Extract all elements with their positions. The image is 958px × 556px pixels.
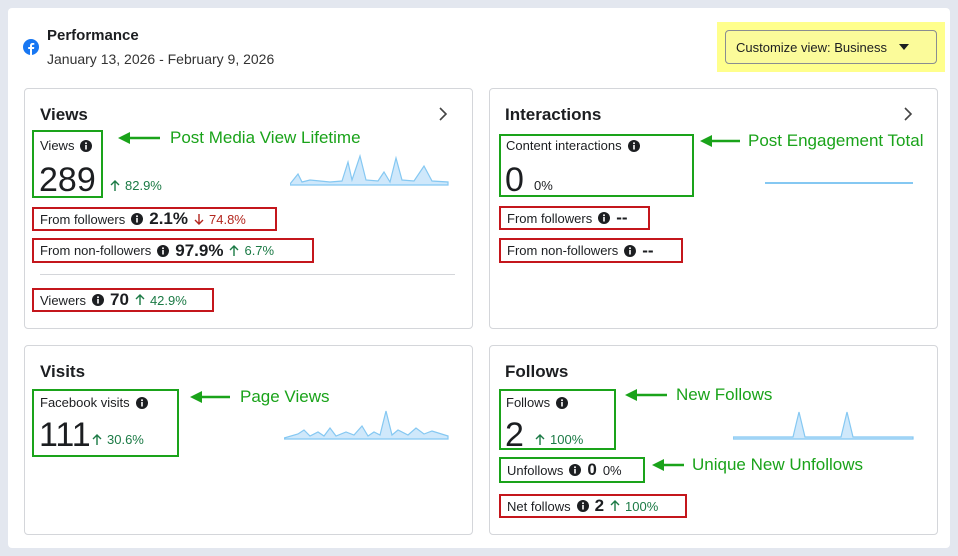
sparkline	[733, 411, 914, 440]
row-value: --	[642, 240, 654, 260]
metric-row: From non-followers 97.9% 6.7%	[32, 238, 314, 263]
sparkline	[765, 182, 913, 184]
caret	[899, 44, 909, 50]
info-icon[interactable]	[628, 140, 640, 152]
row-label: From followers	[507, 210, 593, 226]
info-icon[interactable]	[624, 245, 636, 257]
change-text: 82.9%	[125, 178, 162, 193]
row-value: --	[616, 208, 628, 227]
date-range: January 13, 2026 - February 9, 2026	[47, 51, 275, 67]
chevron[interactable]	[903, 106, 913, 122]
metric-row: From followers --	[499, 206, 650, 230]
highlight-box	[499, 134, 694, 197]
card-title: Interactions	[505, 105, 602, 124]
visits-card	[24, 345, 473, 535]
metric-label-row: Follows	[500, 395, 574, 410]
metric-value: 111	[39, 416, 91, 454]
row-value: 0	[587, 460, 597, 479]
down-arrow	[194, 213, 204, 225]
info-icon[interactable]	[569, 464, 581, 476]
card-title: Visits	[40, 362, 86, 381]
change-text: 74.8%	[209, 211, 246, 227]
metric-value: 0	[505, 161, 524, 199]
customize-button[interactable]: Customize view: Business	[725, 30, 937, 64]
row-label: From non-followers	[507, 243, 619, 258]
metric-change: 82.9%	[110, 178, 162, 193]
info-icon[interactable]	[136, 397, 148, 409]
annotation: Post Engagement Total	[748, 131, 924, 150]
annotation: Unique New Unfollows	[692, 455, 864, 474]
row-label: Viewers	[40, 292, 87, 308]
info-icon[interactable]	[577, 500, 589, 512]
up-arrow	[92, 434, 102, 446]
metric-row: Viewers 70 42.9%	[32, 288, 214, 312]
info-icon[interactable]	[92, 294, 104, 306]
metric-label: Content interactions	[506, 138, 622, 153]
metric-row: Net follows 2 100%	[499, 494, 687, 518]
metric-label: Views	[40, 138, 75, 153]
row-label: Net follows	[507, 498, 571, 514]
metric-row: From followers 2.1% 74.8%	[32, 207, 277, 231]
metric-row: From non-followers --	[499, 238, 683, 263]
annotation: Page Views	[240, 387, 330, 406]
info-icon[interactable]	[131, 213, 143, 225]
metric-label-row: Content interactions	[500, 138, 646, 153]
sparkline	[284, 410, 449, 440]
info-icon[interactable]	[157, 245, 169, 257]
highlight-box	[32, 130, 103, 198]
annotation: New Follows	[676, 385, 773, 404]
change-text: 30.6%	[107, 432, 144, 447]
up-arrow	[135, 294, 145, 306]
follows-card	[489, 345, 938, 535]
row-value: 2.1%	[149, 209, 188, 228]
up-arrow	[610, 500, 620, 512]
metric-row: Unfollows 0 0%	[499, 457, 645, 483]
row-value: 70	[110, 290, 129, 309]
info-icon[interactable]	[80, 140, 92, 152]
metric-label-row: Views	[34, 138, 98, 153]
info-icon[interactable]	[598, 212, 610, 224]
row-label: From followers	[40, 211, 126, 227]
metric-change: 30.6%	[92, 432, 144, 447]
metric-change: 100%	[535, 432, 583, 447]
chevron[interactable]	[438, 106, 448, 122]
row-change: 0%	[602, 462, 622, 478]
row-change: 74.8%	[194, 212, 246, 227]
row-label: Unfollows	[507, 462, 564, 478]
card-title: Follows	[505, 362, 569, 381]
highlight-box	[32, 389, 179, 457]
annotation: Post Media View Lifetime	[170, 128, 361, 147]
metric-label-row: Facebook visits	[34, 395, 154, 410]
header-title: Performance	[47, 27, 139, 44]
up-arrow	[229, 245, 239, 257]
divider	[40, 274, 455, 275]
sparkline	[290, 154, 449, 186]
highlight-box	[499, 389, 616, 450]
row-change: 100%	[610, 499, 658, 514]
up-arrow	[535, 434, 545, 446]
row-change: 42.9%	[135, 293, 187, 308]
metric-value: 289	[39, 161, 96, 199]
info-icon[interactable]	[556, 397, 568, 409]
row-value: 97.9%	[175, 240, 224, 260]
card-title: Views	[40, 105, 88, 124]
metric-value: 2	[505, 416, 524, 454]
button-label: Customize view: Business	[736, 39, 887, 55]
change-text: 100%	[550, 432, 584, 447]
row-change: 6.7%	[229, 243, 274, 258]
up-arrow	[110, 180, 120, 192]
change-text: 100%	[625, 498, 659, 514]
metric-change: 0%	[534, 178, 553, 193]
change-text: 6.7%	[244, 243, 275, 258]
row-value: 2	[594, 496, 605, 515]
metric-label: Follows	[506, 395, 551, 410]
interactions-card	[489, 88, 938, 329]
facebook-icon	[23, 39, 39, 55]
metric-label: Facebook visits	[40, 395, 130, 410]
row-label: From non-followers	[40, 243, 152, 258]
change-text: 42.9%	[149, 292, 187, 308]
